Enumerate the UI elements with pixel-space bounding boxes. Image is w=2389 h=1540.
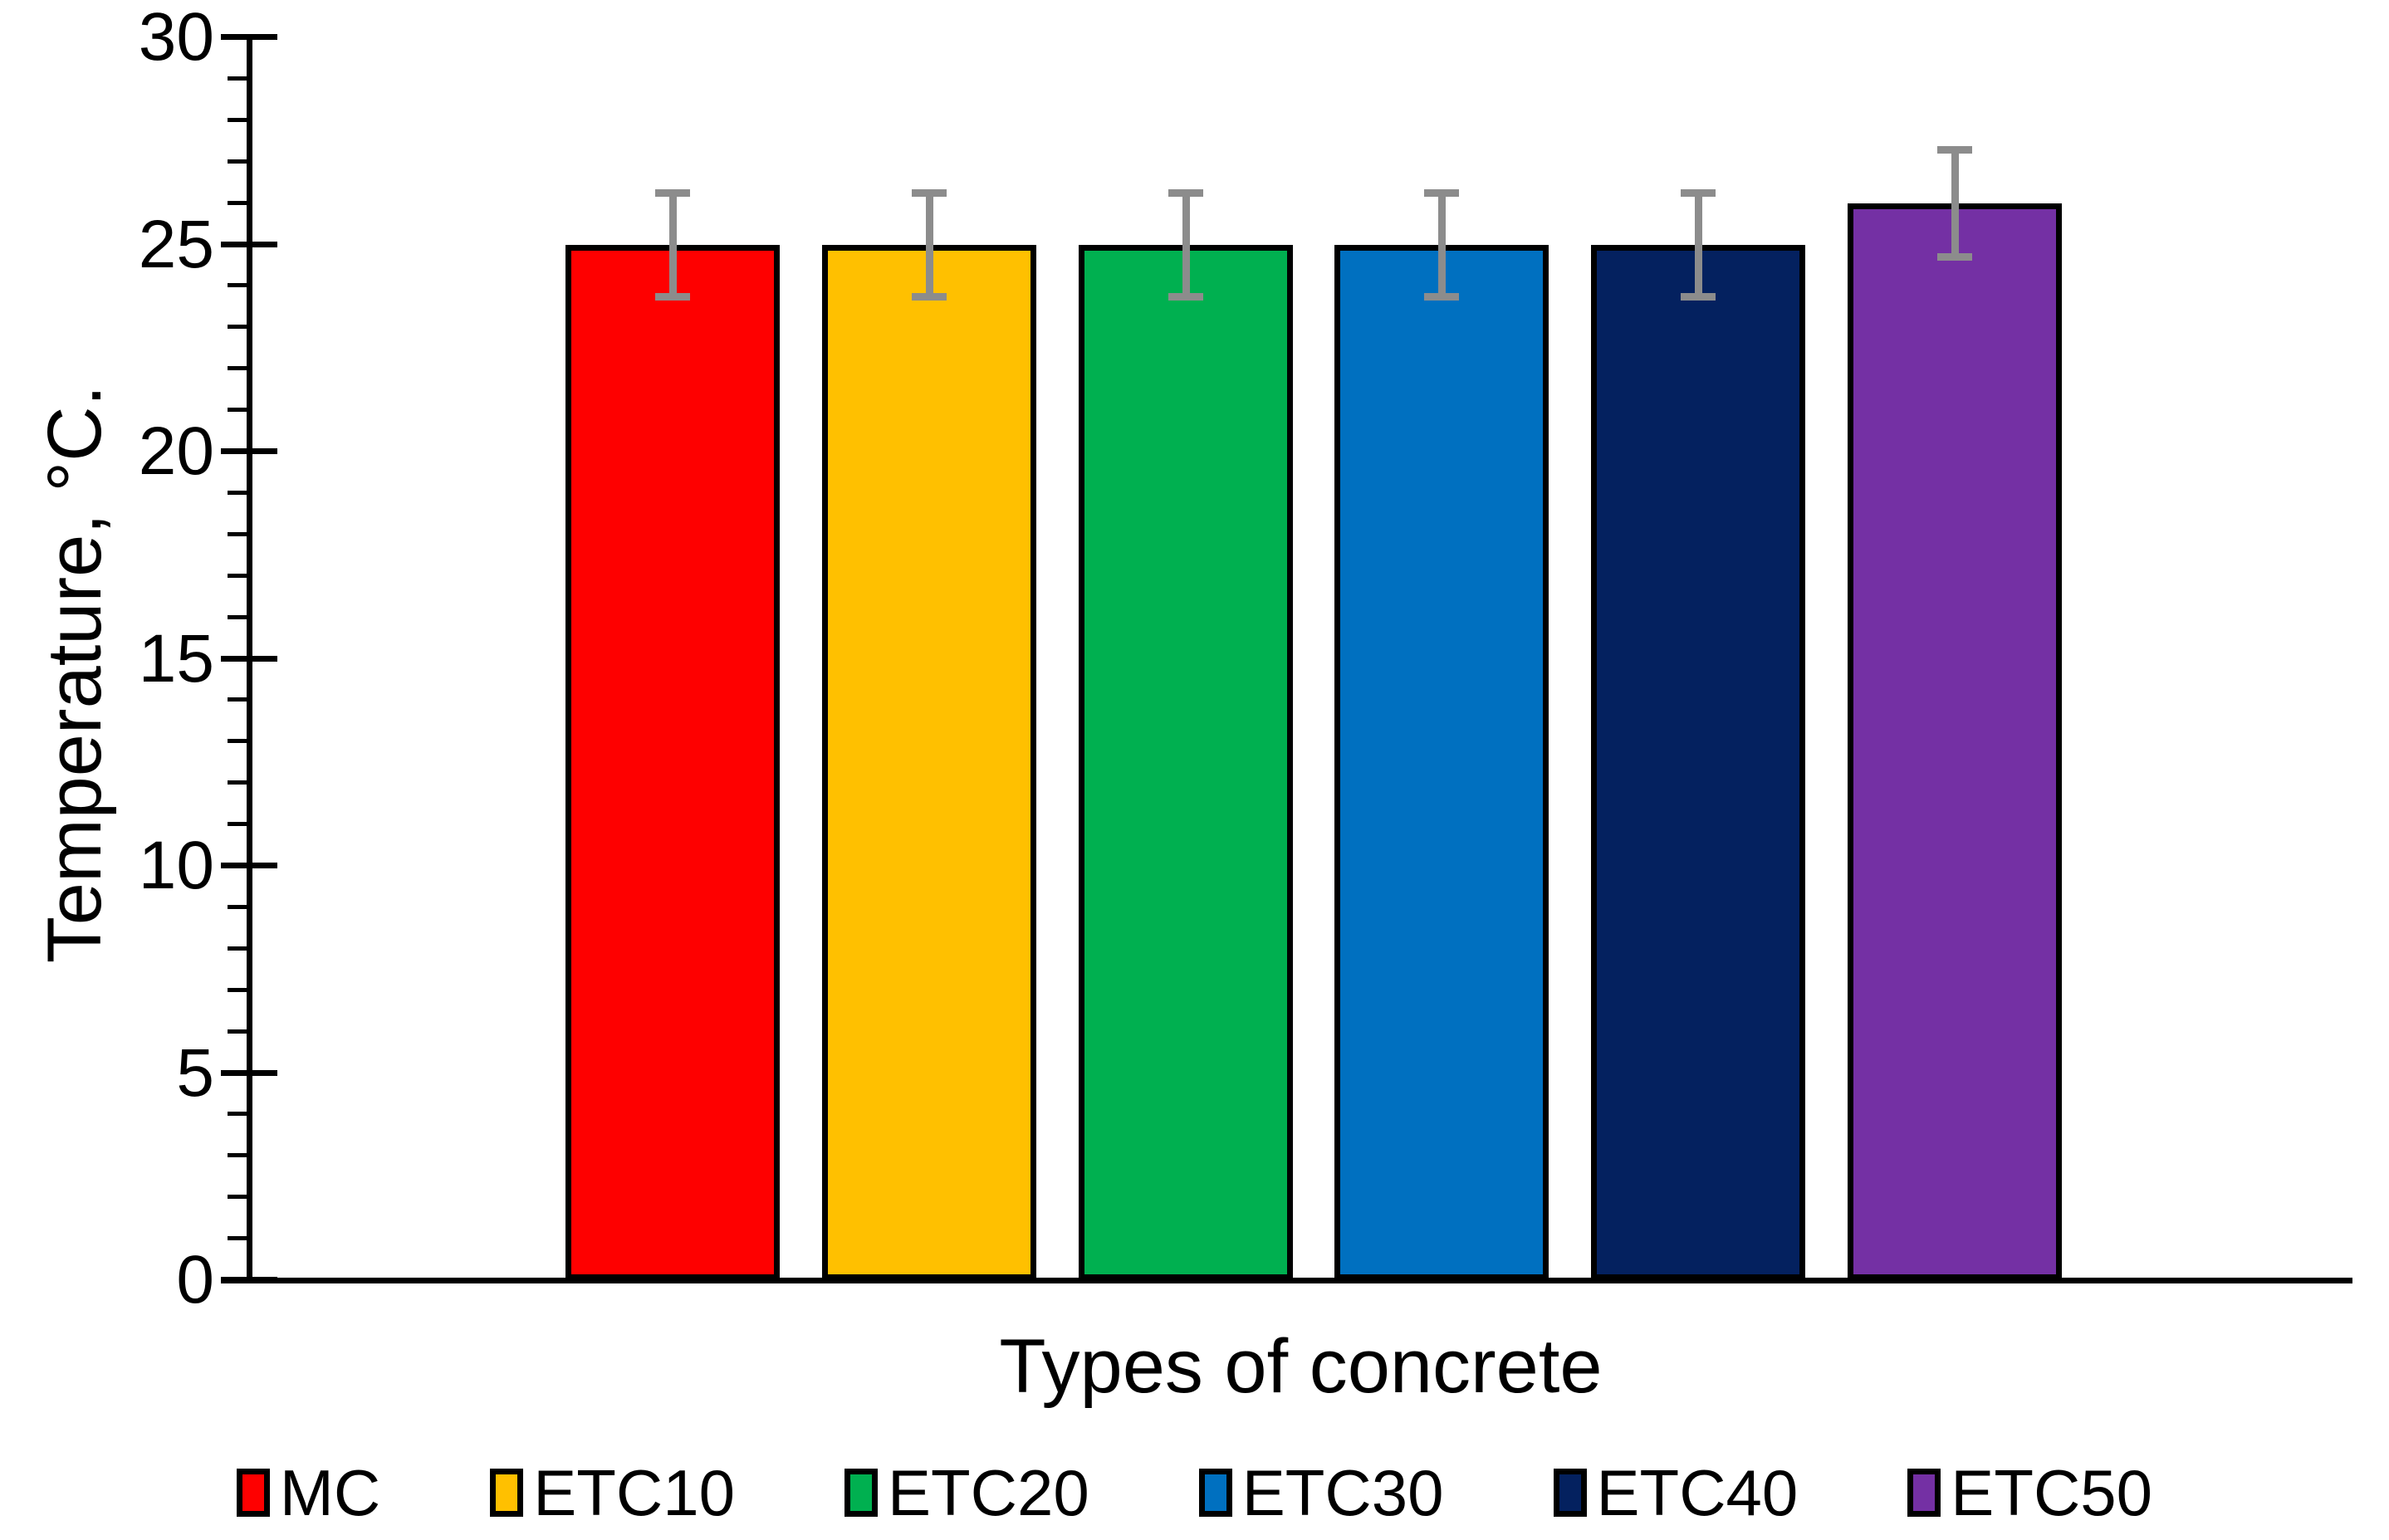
legend-swatch-mc bbox=[236, 1469, 270, 1517]
error-bar-cap bbox=[655, 292, 690, 301]
y-minor-tick bbox=[228, 1195, 250, 1200]
legend-item-mc: MC bbox=[236, 1456, 381, 1529]
y-tick-label: 15 bbox=[138, 620, 214, 697]
error-bar-cap bbox=[1424, 189, 1459, 198]
legend-label: ETC40 bbox=[1596, 1456, 1799, 1529]
y-minor-tick bbox=[228, 408, 250, 413]
y-minor-tick bbox=[228, 200, 250, 205]
legend-swatch-etc20 bbox=[844, 1469, 878, 1517]
error-bar-line bbox=[1951, 149, 1959, 257]
y-tick-label: 30 bbox=[138, 0, 214, 75]
y-major-tick bbox=[221, 34, 277, 40]
error-bar-cap bbox=[1937, 145, 1972, 154]
error-bar-line bbox=[1182, 193, 1190, 296]
y-tick-label: 10 bbox=[138, 828, 214, 903]
legend-swatch-etc50 bbox=[1907, 1469, 1941, 1517]
legend-swatch-etc40 bbox=[1553, 1469, 1587, 1517]
y-minor-tick bbox=[228, 283, 250, 288]
x-axis-title: Types of concrete bbox=[999, 1324, 1603, 1409]
y-minor-tick bbox=[228, 366, 250, 371]
x-axis-line bbox=[221, 1278, 2352, 1283]
error-bar-cap bbox=[912, 189, 947, 198]
legend-label: ETC50 bbox=[1951, 1456, 2153, 1529]
error-bar-cap bbox=[1937, 253, 1972, 262]
bar-etc40 bbox=[1591, 244, 1805, 1280]
legend-swatch-etc30 bbox=[1198, 1469, 1232, 1517]
y-minor-tick bbox=[228, 1153, 250, 1158]
y-minor-tick bbox=[228, 325, 250, 330]
legend-label: MC bbox=[279, 1456, 381, 1529]
y-minor-tick bbox=[228, 1112, 250, 1117]
error-bar-line bbox=[1695, 193, 1702, 296]
y-axis-line bbox=[247, 37, 252, 1283]
error-bar-line bbox=[926, 193, 933, 296]
legend-item-etc40: ETC40 bbox=[1553, 1456, 1799, 1529]
error-bar-cap bbox=[1681, 189, 1716, 198]
y-minor-tick bbox=[228, 614, 250, 619]
y-minor-tick bbox=[228, 531, 250, 536]
error-bar-cap bbox=[1681, 292, 1716, 301]
bar-etc10 bbox=[822, 244, 1036, 1280]
legend-label: ETC30 bbox=[1241, 1456, 1444, 1529]
error-bar-cap bbox=[912, 292, 947, 301]
legend-label: ETC20 bbox=[888, 1456, 1089, 1529]
y-minor-tick bbox=[228, 1236, 250, 1241]
legend-swatch-etc10 bbox=[490, 1469, 524, 1517]
error-bar-line bbox=[1438, 193, 1446, 296]
y-minor-tick bbox=[228, 573, 250, 578]
y-tick-label: 5 bbox=[176, 1034, 214, 1111]
y-tick-label: 0 bbox=[176, 1242, 214, 1318]
y-minor-tick bbox=[228, 946, 250, 951]
error-bar-cap bbox=[1168, 292, 1203, 301]
y-minor-tick bbox=[228, 490, 250, 495]
bar-etc50 bbox=[1848, 203, 2062, 1280]
legend-item-etc10: ETC10 bbox=[490, 1458, 735, 1528]
y-minor-tick bbox=[228, 117, 250, 122]
error-bar-cap bbox=[1424, 292, 1459, 301]
y-minor-tick bbox=[228, 780, 250, 785]
bar-mc bbox=[565, 244, 780, 1280]
y-minor-tick bbox=[228, 822, 250, 827]
y-minor-tick bbox=[228, 739, 250, 744]
y-minor-tick bbox=[228, 76, 250, 81]
y-tick-label: 25 bbox=[138, 206, 214, 282]
error-bar-cap bbox=[1168, 189, 1203, 198]
error-bar-cap bbox=[655, 189, 690, 198]
error-bar-line bbox=[669, 193, 677, 296]
y-minor-tick bbox=[228, 987, 250, 992]
legend-item-etc30: ETC30 bbox=[1198, 1456, 1444, 1529]
y-minor-tick bbox=[228, 697, 250, 702]
legend-label: ETC10 bbox=[533, 1456, 735, 1529]
y-minor-tick bbox=[228, 159, 250, 164]
y-tick-label: 20 bbox=[138, 413, 214, 489]
y-minor-tick bbox=[228, 1029, 250, 1034]
y-minor-tick bbox=[228, 904, 250, 909]
bar-etc20 bbox=[1079, 244, 1293, 1280]
legend: MC ETC10 ETC20 ETC30 ETC40 ETC50 bbox=[0, 1443, 2389, 1540]
legend-item-etc20: ETC20 bbox=[844, 1458, 1089, 1528]
legend-item-etc50: ETC50 bbox=[1907, 1458, 2152, 1528]
